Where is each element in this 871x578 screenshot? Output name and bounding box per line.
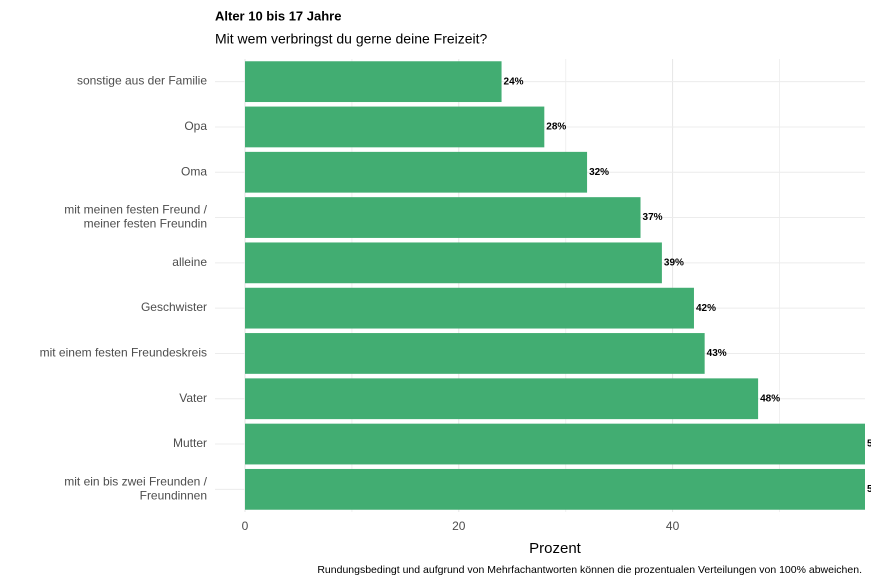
- bar: [245, 333, 705, 374]
- caption: Rundungsbedingt und aufgrund von Mehrfac…: [317, 564, 862, 576]
- y-tick-label: mit ein bis zwei Freunden / Freundinnen: [64, 475, 207, 503]
- chart-subtitle: Mit wem verbringst du gerne deine Freize…: [215, 31, 488, 47]
- value-label: 58%: [867, 484, 871, 495]
- value-label: 24%: [504, 76, 524, 87]
- bar: [245, 287, 694, 329]
- y-tick-label: alleine: [172, 255, 207, 269]
- y-tick-label: sonstige aus der Familie: [77, 74, 207, 88]
- y-tick-label: mit einem festen Freundeskreis: [40, 346, 207, 360]
- bar: [245, 106, 545, 148]
- y-tick-label: Mutter: [173, 436, 207, 450]
- bar: [245, 423, 865, 465]
- value-label: 28%: [546, 122, 566, 133]
- chart-title: Alter 10 bis 17 Jahre: [215, 8, 341, 23]
- y-tick-label: Vater: [179, 391, 207, 405]
- x-tick-label: 20: [452, 519, 466, 533]
- bar: [245, 61, 502, 103]
- value-label: 39%: [664, 257, 684, 268]
- bar: [245, 151, 588, 193]
- value-label: 43%: [707, 348, 727, 359]
- value-label: 42%: [696, 303, 716, 314]
- value-label: 58%: [867, 439, 871, 450]
- x-tick-label: 0: [242, 519, 249, 533]
- y-tick-label: Oma: [181, 164, 207, 178]
- bar: [245, 378, 759, 420]
- value-label: 37%: [643, 212, 663, 223]
- bar: [245, 468, 865, 510]
- y-tick-label: Opa: [184, 119, 207, 133]
- x-tick-label: 40: [666, 519, 680, 533]
- value-label: 32%: [589, 167, 609, 178]
- bar: [245, 197, 641, 238]
- value-label: 48%: [760, 393, 780, 404]
- y-tick-label: mit meinen festen Freund / meiner festen …: [64, 203, 207, 231]
- y-tick-label: Geschwister: [141, 300, 207, 314]
- x-axis-label: Prozent: [529, 540, 582, 557]
- bar: [245, 242, 662, 284]
